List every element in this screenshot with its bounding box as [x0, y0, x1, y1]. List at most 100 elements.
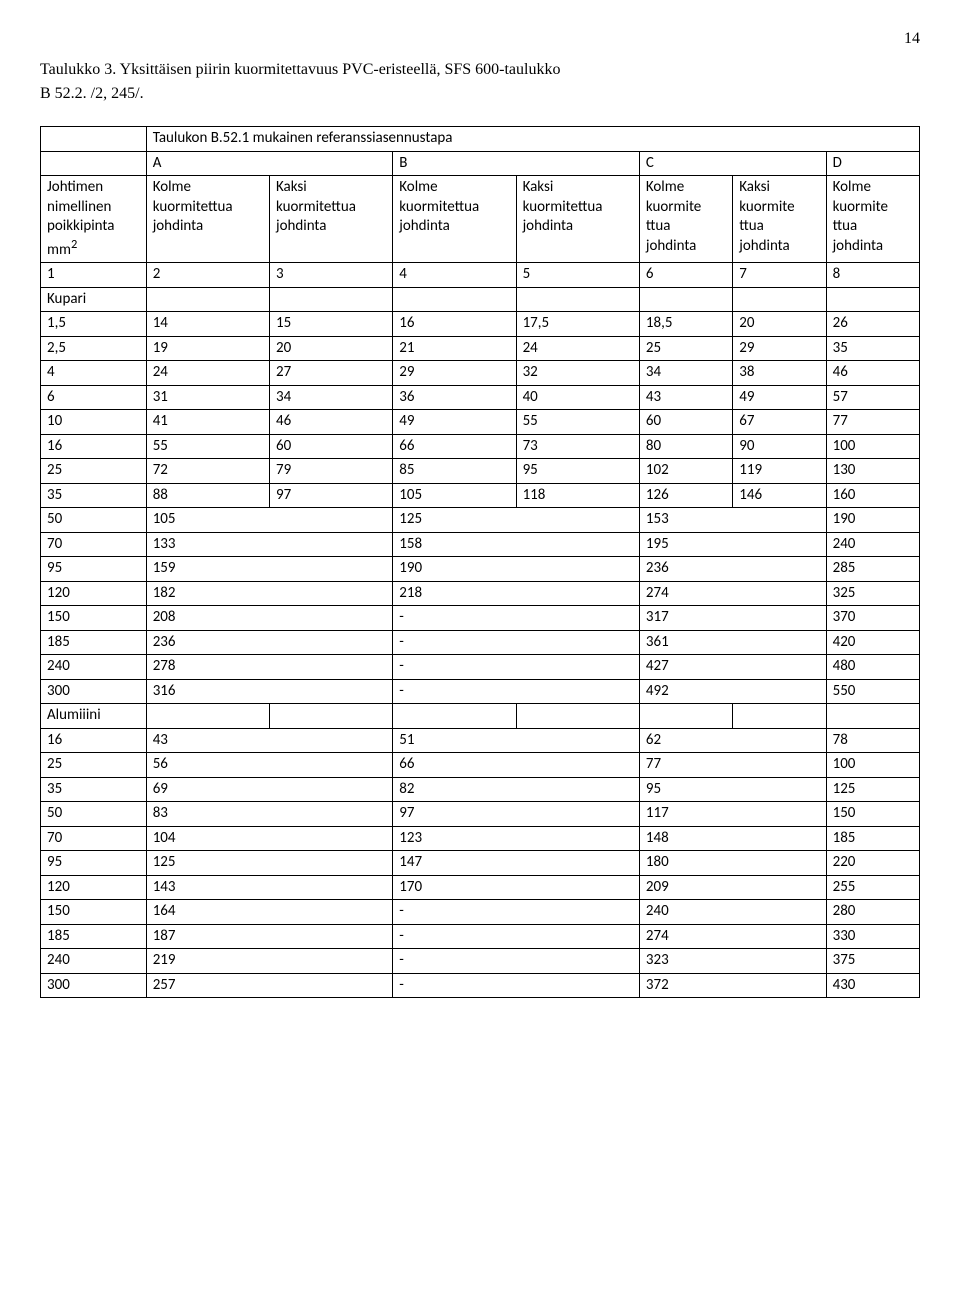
- hdr-text: Kolme: [833, 178, 871, 196]
- hdr-text: mm: [47, 241, 71, 259]
- table-cell: 120: [41, 875, 147, 900]
- table-cell: 27: [269, 361, 392, 386]
- table-row: 120143170209255: [41, 875, 920, 900]
- empty-cell: [269, 704, 392, 729]
- empty-cell: [639, 287, 732, 312]
- table-cell: 278: [146, 655, 393, 680]
- table-cell: 77: [826, 410, 919, 435]
- table-cell: 36: [393, 385, 516, 410]
- table-row: 16556066738090100: [41, 434, 920, 459]
- table-cell: 85: [393, 459, 516, 484]
- table-cell: 240: [41, 949, 147, 974]
- table-cell: 125: [826, 777, 919, 802]
- table-cell: 60: [269, 434, 392, 459]
- hdr-text: Kolme: [399, 178, 437, 196]
- table-cell: 150: [41, 900, 147, 925]
- table-cell: 55: [146, 434, 269, 459]
- table-cell: 79: [269, 459, 392, 484]
- group-b: B: [393, 151, 640, 176]
- table-title: Taulukko 3. Yksittäisen piirin kuormitet…: [40, 58, 920, 106]
- table-cell: 143: [146, 875, 393, 900]
- table-cell: 208: [146, 606, 393, 631]
- table-cell: 4: [41, 361, 147, 386]
- title-line-2: B 52.2. /2, 245/.: [40, 85, 144, 102]
- table-cell: 40: [516, 385, 639, 410]
- table-cell: 3: [269, 263, 392, 288]
- table-cell: 24: [516, 336, 639, 361]
- hdr-text: johdinta: [833, 237, 883, 255]
- table-cell: 180: [639, 851, 826, 876]
- table-cell: 25: [639, 336, 732, 361]
- table-cell: 220: [826, 851, 919, 876]
- table-row: 25566677100: [41, 753, 920, 778]
- table-row: 300257-372430: [41, 973, 920, 998]
- table-cell: 24: [146, 361, 269, 386]
- table-cell: 100: [826, 434, 919, 459]
- table-cell: 285: [826, 557, 919, 582]
- header-col-5: Kolme kuormite ttua johdinta: [639, 176, 732, 263]
- table-cell: 240: [826, 532, 919, 557]
- table-cell: 57: [826, 385, 919, 410]
- section-label: Kupari: [41, 287, 147, 312]
- table-cell: 51: [393, 728, 640, 753]
- table-cell: 17,5: [516, 312, 639, 337]
- table-cell: 300: [41, 973, 147, 998]
- table-cell: 492: [639, 679, 826, 704]
- table-cell: 150: [41, 606, 147, 631]
- group-a: A: [146, 151, 393, 176]
- hdr-text: johdinta: [276, 217, 326, 235]
- table-cell: -: [393, 679, 640, 704]
- table-cell: 83: [146, 802, 393, 827]
- hdr-text: Kaksi: [739, 178, 770, 196]
- hdr-text: Kolme: [646, 178, 684, 196]
- hdr-text: johdinta: [523, 217, 573, 235]
- empty-cell: [826, 704, 919, 729]
- table-cell: 46: [826, 361, 919, 386]
- table-cell: 50: [41, 802, 147, 827]
- table-row: 240219-323375: [41, 949, 920, 974]
- table-row: 358897105118126146160: [41, 483, 920, 508]
- data-table: Taulukon B.52.1 mukainen referanssiasenn…: [40, 126, 920, 998]
- table-cell: 14: [146, 312, 269, 337]
- table-cell: 118: [516, 483, 639, 508]
- table-cell: 185: [41, 630, 147, 655]
- table-cell: 35: [826, 336, 919, 361]
- table-cell: 1: [41, 263, 147, 288]
- title-line-1: Taulukko 3. Yksittäisen piirin kuormitet…: [40, 61, 560, 78]
- header-col-6: Kaksi kuormite ttua johdinta: [733, 176, 826, 263]
- empty-cell: [393, 704, 516, 729]
- table-row: 424272932343846: [41, 361, 920, 386]
- table-cell: 158: [393, 532, 640, 557]
- column-header-row: Johtimen nimellinen poikkipinta mm2 Kolm…: [41, 176, 920, 263]
- table-cell: 1,5: [41, 312, 147, 337]
- table-cell: 119: [733, 459, 826, 484]
- hdr-text: poikkipinta: [47, 217, 114, 235]
- table-row: 2572798595102119130: [41, 459, 920, 484]
- table-cell: 257: [146, 973, 393, 998]
- table-cell: -: [393, 973, 640, 998]
- table-cell: 5: [516, 263, 639, 288]
- table-cell: 43: [639, 385, 732, 410]
- table-row: 1643516278: [41, 728, 920, 753]
- table-row: 95159190236285: [41, 557, 920, 582]
- table-cell: 370: [826, 606, 919, 631]
- table-cell: 8: [826, 263, 919, 288]
- table-cell: 97: [393, 802, 640, 827]
- hdr-text: ttua: [646, 217, 671, 235]
- table-row: 95125147180220: [41, 851, 920, 876]
- table-cell: 26: [826, 312, 919, 337]
- table-cell: 240: [41, 655, 147, 680]
- table-cell: 323: [639, 949, 826, 974]
- table-cell: 25: [41, 753, 147, 778]
- table-cell: 187: [146, 924, 393, 949]
- hdr-text: kuormite: [739, 198, 794, 216]
- table-cell: -: [393, 655, 640, 680]
- table-cell: 300: [41, 679, 147, 704]
- table-cell: 70: [41, 826, 147, 851]
- table-cell: 126: [639, 483, 732, 508]
- table-cell: 97: [269, 483, 392, 508]
- table-cell: 185: [41, 924, 147, 949]
- table-cell: 420: [826, 630, 919, 655]
- table-cell: 95: [639, 777, 826, 802]
- hdr-text: ttua: [833, 217, 858, 235]
